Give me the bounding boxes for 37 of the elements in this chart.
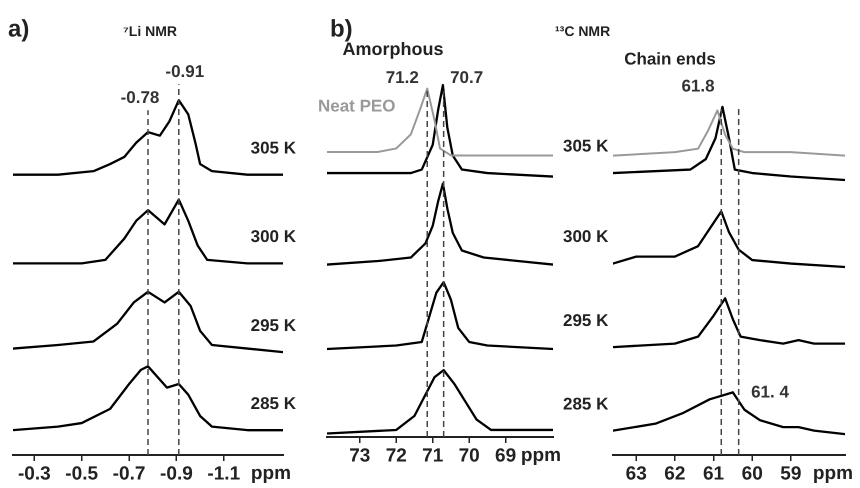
x-tick-label: 59 — [780, 464, 802, 485]
chart-title: ⁷Li NMR — [123, 22, 177, 39]
x-axis-title: ppm — [250, 463, 291, 484]
ref-line-label: 71.2 — [386, 68, 419, 87]
x-tick-label: 61 — [702, 464, 725, 485]
chart-title: Chain ends — [624, 50, 716, 69]
x-tick-label: -0.3 — [18, 464, 51, 485]
series-label: Neat PEO — [318, 96, 396, 116]
x-tick-label: -0.9 — [160, 464, 193, 485]
series-label: 285 K — [250, 394, 297, 413]
x-tick-label: -1.1 — [207, 464, 241, 485]
series-label: 300 K — [250, 227, 297, 246]
series-label: 295 K — [250, 316, 297, 335]
x-axis-title: ppm — [812, 463, 853, 484]
text: 61.8 — [681, 76, 715, 96]
x-tick-label: 62 — [664, 464, 686, 485]
annotation: 61. 4 — [751, 382, 790, 402]
x-tick-label: -0.7 — [112, 464, 146, 485]
x-tick-label: 73 — [349, 446, 370, 467]
x-axis-title: ppm — [520, 445, 561, 466]
x-tick-label: 72 — [386, 446, 407, 467]
series-label: 285 K — [563, 394, 610, 414]
ref-line-label: -0.91 — [165, 62, 204, 81]
x-tick-label: 69 — [495, 446, 516, 467]
text: a) — [8, 16, 30, 43]
x-tick-label: 70 — [458, 446, 480, 467]
series-label: 305 K — [563, 136, 610, 156]
text: ¹³C NMR — [555, 22, 610, 39]
x-tick-label: 60 — [742, 464, 763, 485]
series-label: 300 K — [563, 227, 610, 246]
x-tick-label: -0.5 — [65, 464, 98, 485]
ref-line-label: 70.7 — [450, 68, 484, 87]
series-label: 305 K — [250, 138, 297, 158]
ref-line-label: -0.78 — [120, 88, 160, 107]
x-tick-label: 71 — [422, 446, 444, 467]
series-label: 295 K — [563, 310, 610, 330]
x-tick-label: 63 — [626, 464, 647, 485]
